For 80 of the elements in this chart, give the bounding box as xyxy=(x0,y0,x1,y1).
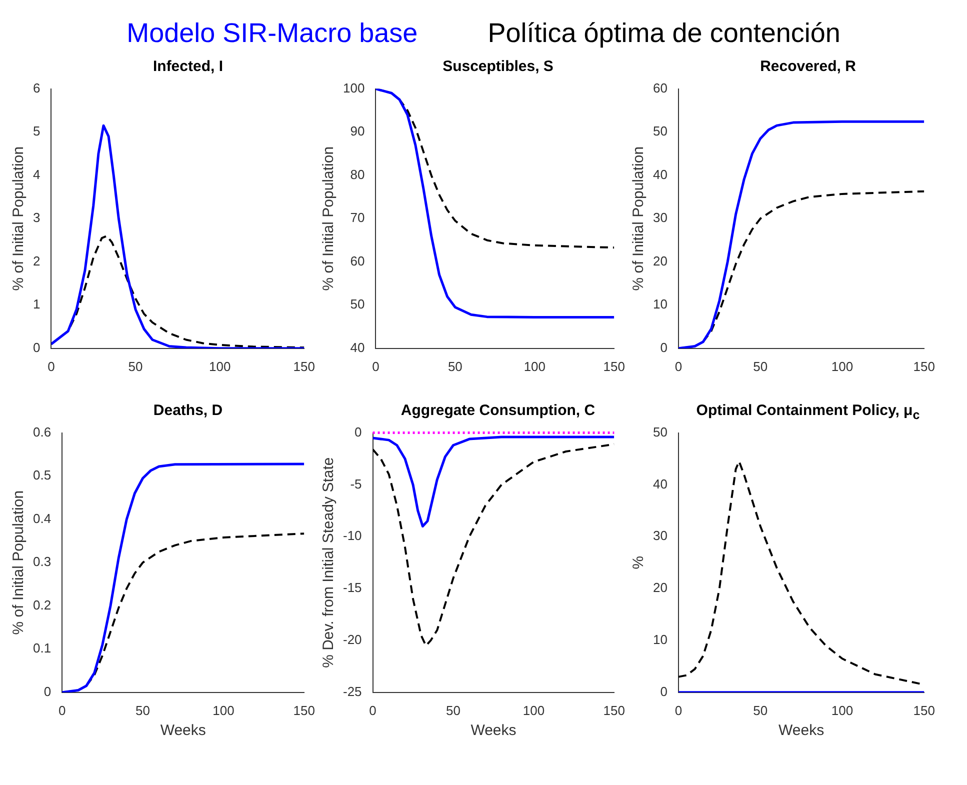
y-tick-label: -25 xyxy=(342,684,362,699)
x-tick-label: 50 xyxy=(753,702,768,718)
x-tick-label: 0 xyxy=(58,702,66,718)
x-tick-label: 150 xyxy=(603,358,626,374)
y-tick-label: 60 xyxy=(652,80,668,96)
y-tick-label: 0.5 xyxy=(32,468,52,483)
y-tick-label: 10 xyxy=(652,632,668,648)
y-axis-title: % Dev. from Initial Steady State xyxy=(320,457,338,668)
chart-title: Aggregate Consumption, C xyxy=(400,402,596,421)
y-tick-label: 30 xyxy=(652,528,668,544)
y-axis-title: % of Initial Population xyxy=(630,146,648,291)
y-tick-label: 90 xyxy=(350,124,365,139)
y-tick-label: 100 xyxy=(342,80,365,96)
y-tick-label: 6 xyxy=(32,80,40,96)
x-tick-label: 50 xyxy=(753,358,768,374)
y-tick-label: 0.3 xyxy=(32,554,52,570)
x-tick-label: 150 xyxy=(603,702,626,718)
y-tick-label: 0.2 xyxy=(32,597,52,612)
y-tick-label: 50 xyxy=(652,424,668,440)
y-tick-label: 40 xyxy=(652,476,668,492)
y-tick-label: 80 xyxy=(350,166,365,182)
x-tick-label: 0 xyxy=(372,358,380,374)
x-tick-label: 50 xyxy=(448,358,462,374)
x-axis-title: Weeks xyxy=(778,722,824,740)
y-tick-label: 4 xyxy=(32,166,40,182)
y-tick-label: 0 xyxy=(44,684,52,699)
y-tick-label: 1 xyxy=(32,296,40,312)
y-tick-label: -15 xyxy=(342,580,362,596)
y-axis-title: % of Initial Population xyxy=(10,146,28,291)
x-tick-label: 100 xyxy=(522,702,545,718)
y-tick-label: 20 xyxy=(652,253,668,268)
x-tick-label: 150 xyxy=(293,702,316,718)
x-tick-label: 0 xyxy=(674,702,682,718)
y-tick-label: 60 xyxy=(350,253,365,268)
chart-title: Deaths, D xyxy=(153,402,223,421)
x-tick-label: 100 xyxy=(831,702,854,718)
x-tick-label: 100 xyxy=(524,358,546,374)
y-axis-title: % xyxy=(630,556,648,570)
x-tick-label: 50 xyxy=(136,702,150,718)
x-axis-title: Weeks xyxy=(160,722,206,740)
y-tick-label: 0.4 xyxy=(32,510,52,526)
y-tick-label: 0.1 xyxy=(32,640,52,656)
x-tick-label: 150 xyxy=(913,702,936,718)
x-tick-label: 150 xyxy=(293,358,316,374)
y-axis-title: % of Initial Population xyxy=(320,146,338,291)
y-tick-label: 50 xyxy=(652,124,668,139)
y-tick-label: 10 xyxy=(652,296,668,312)
y-axis-title: % of Initial Population xyxy=(10,490,28,635)
x-tick-label: 100 xyxy=(212,702,234,718)
y-tick-label: 5 xyxy=(32,124,40,139)
x-tick-label: 100 xyxy=(208,358,231,374)
y-tick-label: 20 xyxy=(652,580,668,596)
chart-title: Optimal Containment Policy, μ$_{c}$ xyxy=(696,402,920,422)
x-tick-label: 150 xyxy=(913,358,936,374)
y-tick-label: 0 xyxy=(354,424,362,440)
y-tick-label: 0 xyxy=(660,684,668,699)
y-tick-label: 2 xyxy=(32,253,40,268)
text: Modelo SIR-Macro base xyxy=(126,18,418,48)
x-tick-label: 0 xyxy=(369,702,376,718)
y-tick-label: 50 xyxy=(350,296,365,312)
y-tick-label: -10 xyxy=(342,528,362,544)
y-tick-label: 40 xyxy=(652,166,668,182)
y-tick-label: 40 xyxy=(350,340,365,355)
y-tick-label: 70 xyxy=(350,210,365,226)
x-tick-label: 0 xyxy=(674,358,682,374)
text: Política óptima de contención xyxy=(488,18,840,48)
y-tick-label: 3 xyxy=(32,210,40,226)
x-axis-title: Weeks xyxy=(470,722,516,740)
chart-title: Infected, I xyxy=(152,58,223,77)
x-tick-label: 100 xyxy=(831,358,854,374)
y-tick-label: 0.6 xyxy=(32,424,52,440)
chart-title: Recovered, R xyxy=(760,58,856,77)
y-tick-label: 0 xyxy=(32,340,40,355)
y-tick-label: -20 xyxy=(342,632,362,648)
x-tick-label: 50 xyxy=(446,702,460,718)
y-tick-label: 0 xyxy=(660,340,668,355)
chart-title: Susceptibles, S xyxy=(442,58,554,77)
y-tick-label: 30 xyxy=(652,210,668,226)
x-tick-label: 50 xyxy=(128,358,143,374)
y-tick-label: -5 xyxy=(350,476,362,492)
